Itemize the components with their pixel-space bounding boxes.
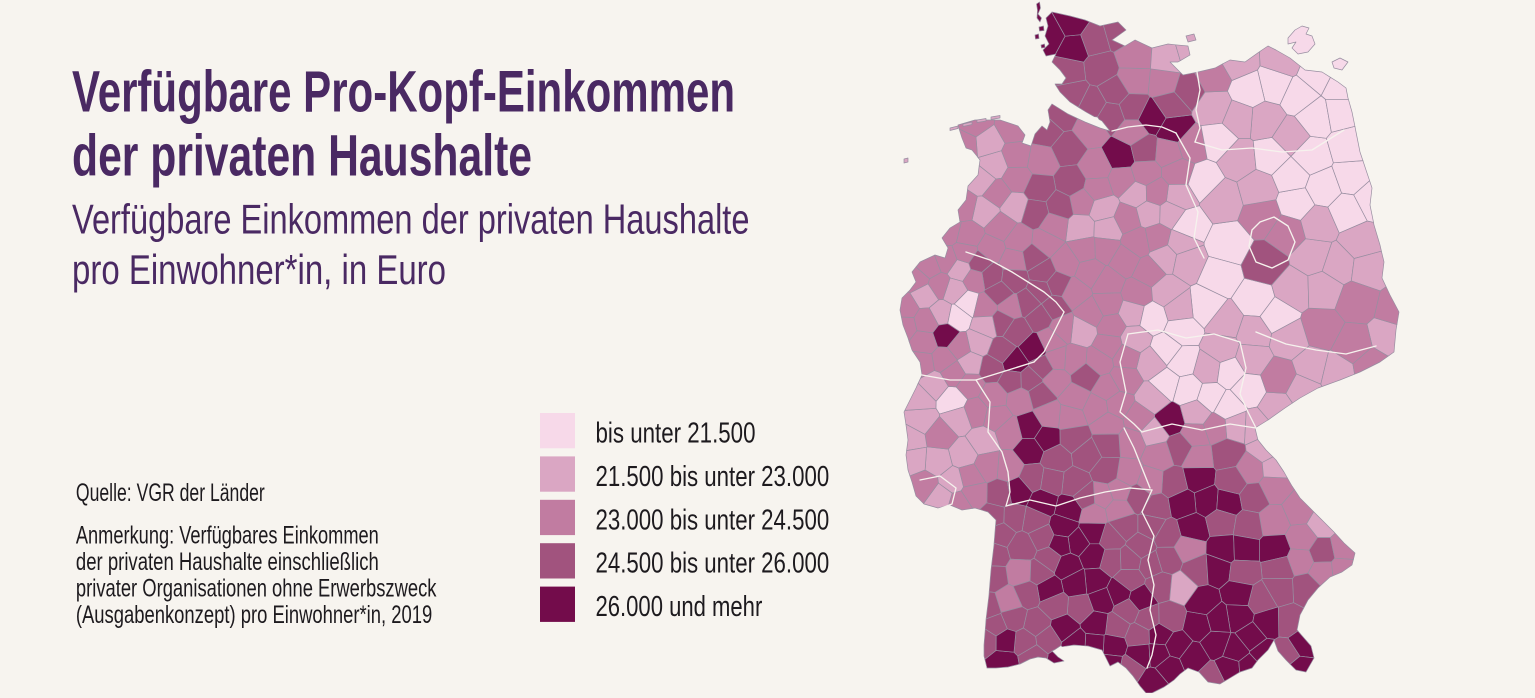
svg-text:24.500 bis unter 26.000: 24.500 bis unter 26.000 [596, 548, 830, 580]
svg-text:23.000 bis unter 24.500: 23.000 bis unter 24.500 [596, 504, 830, 536]
svg-text:Verfügbare Pro-Kopf-Einkommen: Verfügbare Pro-Kopf-Einkommen [72, 59, 735, 124]
svg-text:(Ausgabenkonzept) pro Einwohne: (Ausgabenkonzept) pro Einwohner*in, 2019 [76, 601, 432, 629]
svg-text:Verfügbare Einkommen der priva: Verfügbare Einkommen der privaten Hausha… [72, 195, 750, 242]
svg-text:Anmerkung: Verfügbares Einkomm: Anmerkung: Verfügbares Einkommen [76, 521, 379, 549]
svg-text:pro Einwohner*in, in Euro: pro Einwohner*in, in Euro [72, 246, 446, 293]
svg-text:21.500 bis unter 23.000: 21.500 bis unter 23.000 [596, 461, 830, 493]
svg-text:26.000 und mehr: 26.000 und mehr [596, 591, 763, 623]
svg-text:der privaten Haushalte: der privaten Haushalte [72, 123, 532, 188]
svg-text:privater Organisationen ohne E: privater Organisationen ohne Erwerbszwec… [76, 574, 437, 602]
svg-text:der privaten Haushalte einschl: der privaten Haushalte einschließlich [76, 548, 379, 576]
svg-text:Quelle: VGR der Länder: Quelle: VGR der Länder [76, 479, 265, 507]
svg-text:bis unter 21.500: bis unter 21.500 [596, 418, 756, 450]
